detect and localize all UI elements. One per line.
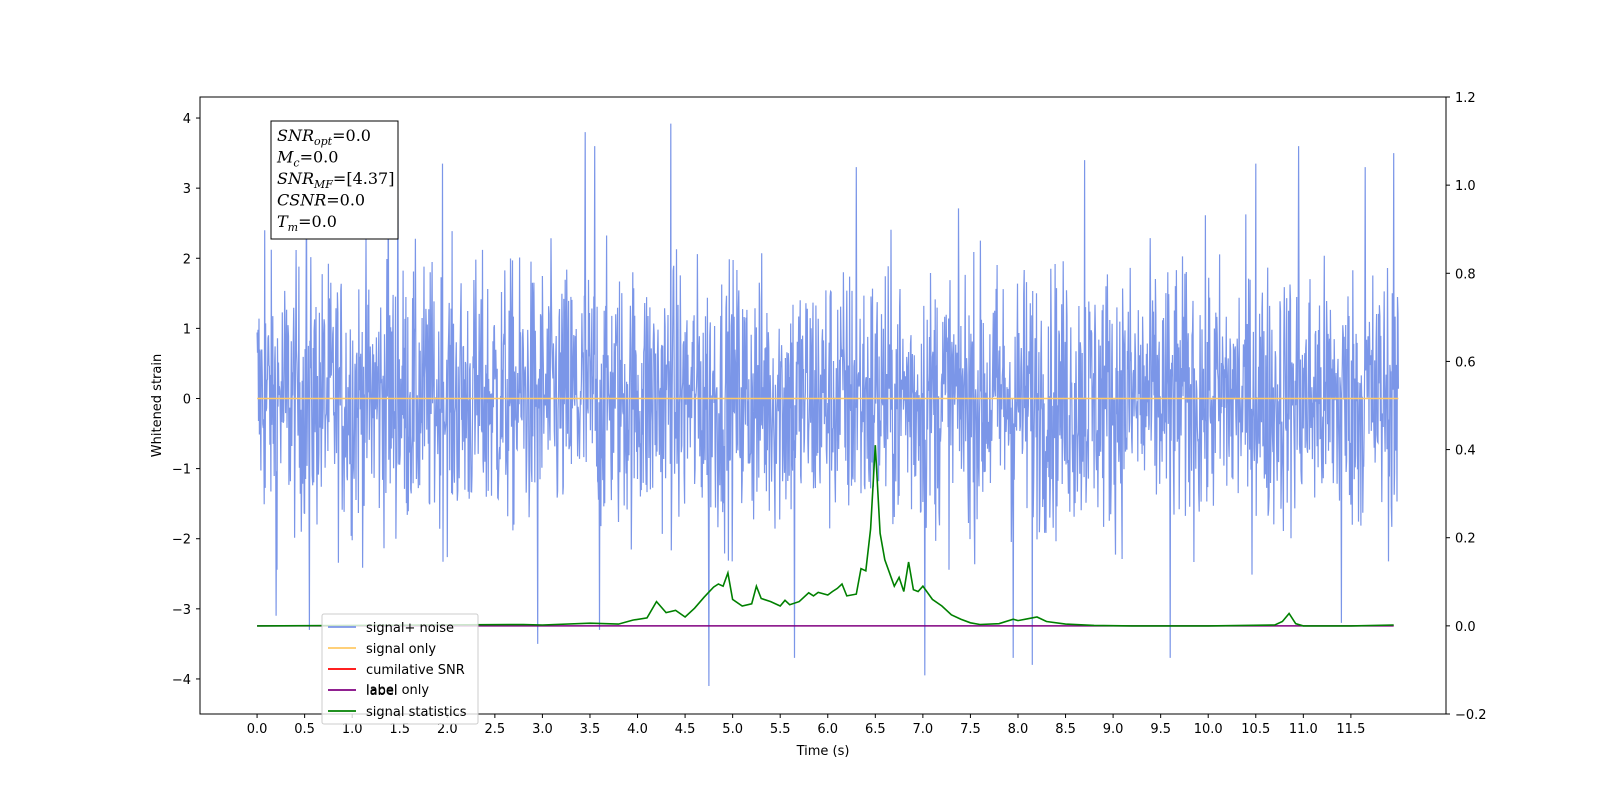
x-tick-label: 1.0 (342, 722, 363, 737)
x-tick-label: 9.0 (1103, 722, 1124, 737)
x-tick-label: 5.0 (722, 722, 743, 737)
legend: label only signal+ noise signal only cumil… (321, 613, 479, 725)
y-tick-label: 4 (183, 112, 191, 127)
y2-tick-label: 0.8 (1455, 267, 1476, 282)
legend-label-signal-statistics: signal statistics (366, 705, 467, 720)
x-tick-label: 9.5 (1150, 722, 1171, 737)
annotation-line-mc: Mc=0.0 (276, 148, 338, 170)
x-tick-label: 10.0 (1194, 722, 1223, 737)
y2-tick-label: 0.2 (1455, 532, 1476, 547)
x-tick-label: 11.5 (1336, 722, 1365, 737)
legend-hidden-label: label only (366, 683, 429, 698)
legend-label-cumilative-snr: cumilative SNR (366, 663, 465, 678)
y-axis-label: Whitened strain (150, 354, 165, 457)
series-signal-noise (256, 123, 1399, 687)
y-tick-label: 3 (183, 182, 191, 197)
y2-tick-label: 0.6 (1455, 355, 1476, 370)
y-tick-label: 1 (183, 322, 191, 337)
legend-frame (321, 613, 479, 725)
annotation-box: SNRopt=0.0 Mc=0.0 SNRMF=[4.37] CSNR=0.0 … (270, 120, 399, 240)
legend-label-signal-only: signal only (366, 642, 436, 657)
annotation-line-snr-mf: SNRMF=[4.37] (277, 169, 394, 191)
y-tick-label: 0 (183, 392, 191, 407)
x-tick-label: 8.0 (1008, 722, 1029, 737)
annotation-line-tm: Tm=0.0 (277, 212, 337, 234)
plot-frame (199, 96, 1447, 715)
x-tick-label: 10.5 (1241, 722, 1270, 737)
x-tick-label: 7.5 (960, 722, 981, 737)
x-axis-label: Time (s) (796, 744, 850, 759)
y2-tick-label: 1.0 (1455, 179, 1476, 194)
x-tick-label: 0.0 (247, 722, 268, 737)
x-tick-label: 3.5 (580, 722, 601, 737)
y2-tick-label: 0.4 (1455, 444, 1476, 459)
annotation-frame (270, 120, 399, 240)
x-tick-label: 1.5 (389, 722, 410, 737)
x-tick-label: 0.5 (294, 722, 315, 737)
y2-tick-label: 0.0 (1455, 620, 1476, 635)
y-tick-label: −2 (172, 533, 191, 548)
x-tick-label: 4.0 (627, 722, 648, 737)
annotation-line-csnr: CSNR=0.0 (277, 191, 365, 210)
y2-tick-label: 1.2 (1455, 91, 1476, 106)
x-tick-label: 4.5 (675, 722, 696, 737)
x-tick-label: 2.0 (437, 722, 458, 737)
x-tick-label: 8.5 (1055, 722, 1076, 737)
signal-noise-line (256, 123, 1399, 687)
y-axis-ticks: 4 3 2 1 0 −1 −2 −3 −4 (172, 112, 200, 688)
x-tick-label: 5.5 (770, 722, 791, 737)
x-tick-label: 6.5 (865, 722, 886, 737)
x-tick-label: 6.0 (817, 722, 838, 737)
x-tick-label: 11.0 (1289, 722, 1318, 737)
legend-label-signal-noise: signal+ noise (366, 621, 454, 636)
y-tick-label: 2 (183, 252, 191, 267)
x-axis-ticks: 0.0 0.5 1.0 1.5 2.0 2.5 3.0 3.5 4.0 4.5 5.0 5.5 6.0 6… (247, 714, 1365, 737)
y2-axis-ticks: 1.2 1.0 0.8 0.6 0.4 0.2 0.0 −0.2 (1446, 91, 1487, 723)
x-tick-label: 7.0 (913, 722, 934, 737)
x-tick-label: 3.0 (532, 722, 553, 737)
x-tick-label: 2.5 (485, 722, 506, 737)
legend-label-label: label (366, 684, 397, 699)
series-line-signal-statistics (257, 445, 1394, 627)
y-tick-label: −4 (172, 673, 191, 688)
annotation-line-snr-opt: SNRopt=0.0 (277, 126, 371, 148)
y2-tick-label: −0.2 (1455, 708, 1487, 723)
y-tick-label: −3 (172, 603, 191, 618)
y-tick-label: −1 (172, 463, 191, 478)
